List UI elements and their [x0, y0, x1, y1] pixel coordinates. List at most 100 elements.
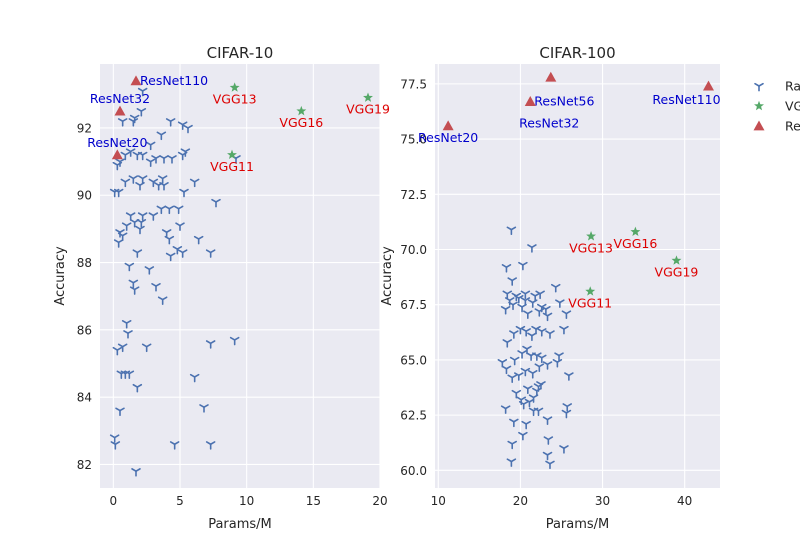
plot-area	[100, 64, 380, 488]
random-point-stroke	[129, 148, 136, 153]
random-point-stroke	[168, 205, 175, 210]
random-point-stroke	[149, 158, 156, 163]
random-point	[536, 381, 546, 390]
random-point	[157, 175, 168, 184]
random-point-stroke	[531, 299, 538, 304]
random-point-stroke	[521, 350, 527, 355]
vgg-point	[227, 149, 237, 160]
random-point-stroke	[132, 118, 139, 123]
random-point	[189, 373, 200, 383]
random-point	[500, 306, 511, 315]
random-point-stroke	[513, 356, 520, 361]
random-point	[115, 407, 125, 417]
random-point	[121, 320, 132, 329]
random-point	[542, 416, 553, 425]
random-point	[502, 290, 513, 300]
random-point	[175, 222, 185, 231]
random-point	[128, 175, 139, 184]
random-point-stroke	[538, 363, 545, 368]
random-point-stroke	[132, 175, 139, 180]
resnet-point	[524, 96, 536, 106]
random-point-stroke	[152, 212, 159, 217]
random-point	[509, 418, 519, 428]
random-point	[520, 367, 531, 377]
y-tick-label: 84	[77, 391, 92, 405]
annotation-label: VGG13	[213, 92, 257, 107]
random-point-stroke	[510, 458, 517, 463]
random-point	[148, 178, 159, 188]
random-point-stroke	[124, 178, 131, 183]
annotation-label: ResNet20	[418, 130, 478, 145]
random-point-stroke	[522, 261, 528, 266]
random-point-stroke	[540, 328, 547, 333]
random-point	[159, 182, 169, 191]
random-point-stroke	[133, 114, 140, 119]
random-point	[137, 151, 148, 161]
random-point	[205, 340, 216, 349]
random-point-stroke	[193, 373, 200, 378]
random-point-stroke	[152, 178, 159, 183]
random-point-stroke	[113, 434, 120, 439]
random-point	[518, 431, 528, 441]
random-point	[554, 352, 564, 361]
random-point-stroke	[155, 282, 161, 287]
y-tick-label: 70.0	[400, 243, 427, 257]
random-point	[183, 124, 193, 134]
random-point-stroke	[558, 352, 564, 357]
random-point-stroke	[119, 407, 125, 412]
random-point	[145, 158, 156, 167]
random-point	[131, 468, 141, 477]
random-point-stroke	[141, 175, 148, 180]
y-axis-label: Accuracy	[53, 246, 68, 306]
random-point	[161, 229, 172, 238]
y-tick-label: 67.5	[400, 298, 427, 312]
random-point	[561, 409, 572, 419]
annotation-label: VGG11	[210, 159, 254, 174]
random-point-stroke	[515, 292, 522, 297]
random-point	[136, 108, 147, 117]
random-point	[151, 282, 161, 292]
y-tick-label: 86	[77, 323, 92, 337]
random-point-stroke	[141, 212, 148, 217]
random-point	[145, 141, 156, 151]
random-point	[533, 407, 544, 417]
random-point	[559, 325, 569, 335]
random-point	[124, 262, 135, 272]
random-point	[545, 460, 555, 470]
resnet-point	[111, 149, 123, 160]
random-point	[542, 451, 553, 461]
random-point-stroke	[125, 320, 132, 324]
annotation-label: VGG16	[279, 115, 323, 130]
random-point-stroke	[169, 252, 176, 257]
random-point-stroke	[522, 431, 528, 436]
random-point-stroke	[549, 460, 555, 465]
random-point-stroke	[176, 245, 183, 250]
random-point-stroke	[165, 229, 172, 234]
random-point	[144, 266, 155, 275]
legend-marker-random	[754, 82, 764, 92]
random-point-stroke	[148, 266, 155, 271]
random-point	[518, 400, 529, 410]
random-point-stroke	[515, 389, 522, 394]
random-point	[521, 420, 531, 430]
random-point	[527, 370, 538, 379]
random-point-stroke	[511, 277, 517, 282]
random-point-stroke	[163, 182, 169, 186]
legend-marker-vgg	[754, 100, 764, 111]
random-point	[536, 328, 547, 337]
random-point	[559, 445, 569, 454]
random-point	[148, 212, 159, 221]
random-point	[513, 372, 524, 381]
random-point	[110, 441, 121, 450]
x-tick-label: 30	[595, 494, 610, 508]
random-point-stroke	[129, 212, 136, 217]
annotation-label: VGG19	[346, 102, 390, 117]
random-point	[542, 361, 553, 370]
random-point-stroke	[183, 188, 189, 193]
y-tick-label: 60.0	[400, 464, 427, 478]
random-point	[156, 131, 167, 141]
random-point-stroke	[525, 328, 531, 333]
random-point	[123, 330, 133, 339]
random-point	[137, 175, 148, 184]
random-point	[120, 178, 131, 188]
